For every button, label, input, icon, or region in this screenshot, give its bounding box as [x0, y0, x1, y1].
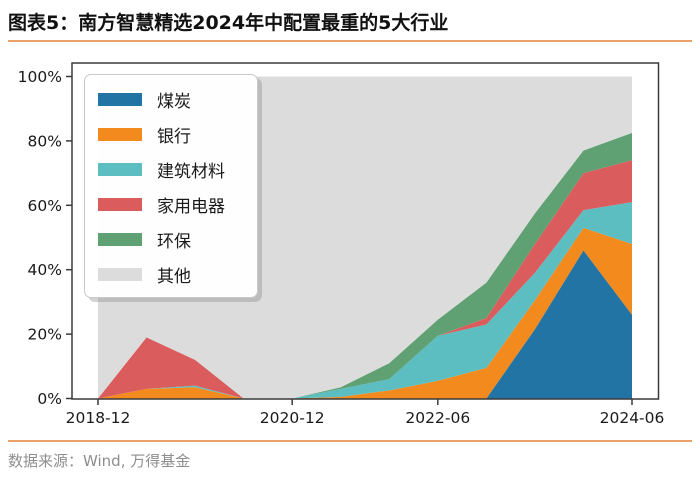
legend-swatch-icon: [98, 93, 142, 106]
legend-item-other: 其他: [85, 257, 257, 292]
area-series-bank: [98, 227, 632, 399]
legend-swatch-icon: [98, 163, 142, 176]
axis-frame: [71, 62, 660, 400]
legend-item-bank: 银行: [85, 117, 257, 152]
legend-swatch-icon: [98, 198, 142, 211]
legend-item-coal: 煤炭: [85, 82, 257, 117]
y-tick-label: 60%: [28, 197, 62, 215]
area-series-coal: [98, 250, 632, 399]
legend-swatch-icon: [98, 233, 142, 246]
chart-legend: 煤炭银行建筑材料家用电器环保其他: [84, 74, 258, 298]
legend-swatch-icon: [98, 268, 142, 281]
legend-item-building-materials: 建筑材料: [85, 152, 257, 187]
x-tick-label: 2024-06: [600, 409, 665, 427]
area-series-building-materials: [98, 202, 632, 399]
legend-item-environmental-protection: 环保: [85, 222, 257, 257]
title-divider: [8, 40, 692, 42]
area-series-home-appliances: [98, 160, 632, 399]
footer-divider: [8, 440, 692, 442]
area-series-environmental-protection: [98, 132, 632, 399]
x-tick-label: 2018-12: [66, 409, 131, 427]
x-tick-label: 2022-06: [405, 409, 470, 427]
source-note: 数据来源：Wind, 万得基金: [8, 452, 191, 470]
y-tick-label: 20%: [28, 326, 62, 344]
legend-label: 建筑材料: [157, 162, 225, 182]
legend-swatch-icon: [98, 128, 142, 141]
legend-label: 环保: [157, 232, 191, 252]
legend-label: 其他: [157, 267, 191, 287]
legend-label: 煤炭: [157, 92, 191, 112]
x-tick-label: 2020-12: [260, 409, 325, 427]
legend-label: 家用电器: [157, 197, 225, 217]
y-tick-label: 80%: [28, 132, 62, 150]
y-tick-label: 100%: [18, 68, 62, 86]
chart-title: 图表5：南方智慧精选2024年中配置最重的5大行业: [8, 12, 449, 34]
legend-label: 银行: [157, 127, 191, 147]
legend-item-home-appliances: 家用电器: [85, 187, 257, 222]
y-tick-label: 40%: [28, 261, 62, 279]
y-tick-label: 0%: [37, 390, 62, 408]
